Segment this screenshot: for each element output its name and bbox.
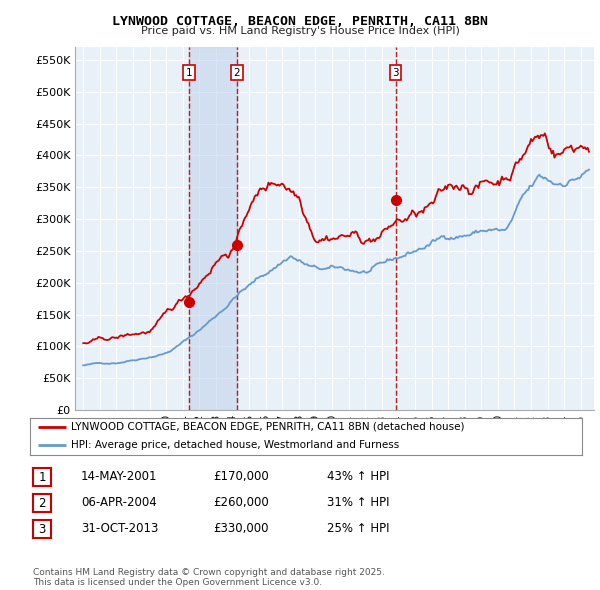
- Text: 1: 1: [38, 471, 46, 484]
- Text: Contains HM Land Registry data © Crown copyright and database right 2025.
This d: Contains HM Land Registry data © Crown c…: [33, 568, 385, 587]
- Text: 1: 1: [185, 68, 192, 78]
- Text: HPI: Average price, detached house, Westmorland and Furness: HPI: Average price, detached house, West…: [71, 441, 400, 450]
- Text: 31-OCT-2013: 31-OCT-2013: [81, 522, 158, 535]
- Text: 14-MAY-2001: 14-MAY-2001: [81, 470, 157, 483]
- Text: 3: 3: [392, 68, 399, 78]
- Text: 2: 2: [233, 68, 241, 78]
- Text: £330,000: £330,000: [213, 522, 269, 535]
- Text: £170,000: £170,000: [213, 470, 269, 483]
- Text: LYNWOOD COTTAGE, BEACON EDGE, PENRITH, CA11 8BN (detached house): LYNWOOD COTTAGE, BEACON EDGE, PENRITH, C…: [71, 422, 465, 432]
- Text: 2: 2: [38, 497, 46, 510]
- Text: 25% ↑ HPI: 25% ↑ HPI: [327, 522, 389, 535]
- Text: 31% ↑ HPI: 31% ↑ HPI: [327, 496, 389, 509]
- Text: Price paid vs. HM Land Registry's House Price Index (HPI): Price paid vs. HM Land Registry's House …: [140, 26, 460, 36]
- Text: 06-APR-2004: 06-APR-2004: [81, 496, 157, 509]
- Text: LYNWOOD COTTAGE, BEACON EDGE, PENRITH, CA11 8BN: LYNWOOD COTTAGE, BEACON EDGE, PENRITH, C…: [112, 15, 488, 28]
- Text: £260,000: £260,000: [213, 496, 269, 509]
- Bar: [189, 47, 237, 410]
- Text: 43% ↑ HPI: 43% ↑ HPI: [327, 470, 389, 483]
- Text: 3: 3: [38, 523, 46, 536]
